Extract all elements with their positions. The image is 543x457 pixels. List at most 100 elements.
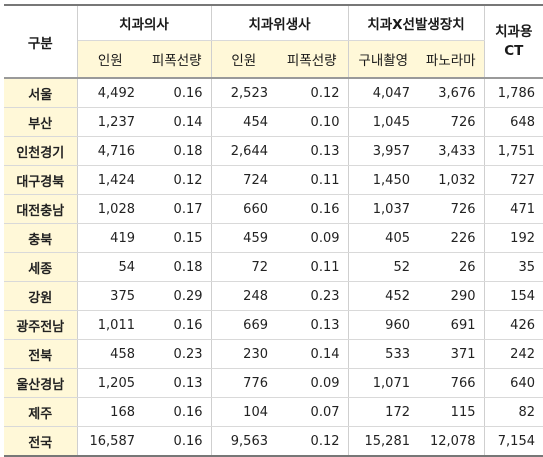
- value-cell: 0.13: [276, 310, 348, 340]
- value-cell: 226: [418, 223, 484, 253]
- value-cell: 9,563: [210, 426, 276, 457]
- value-cell: 471: [483, 194, 543, 224]
- value-cell: 669: [210, 310, 276, 340]
- table-row: 전국 16,587 0.16 9,563 0.12 15,281 12,078 7,154: [4, 426, 543, 457]
- value-cell: 115: [418, 397, 484, 427]
- value-cell: 3,433: [418, 136, 484, 166]
- value-cell: 0.10: [276, 107, 348, 137]
- table-row: 울산경남 1,205 0.13 776 0.09 1,071 766 640: [4, 368, 543, 398]
- group-header-hygienist: 치과위생사: [210, 5, 348, 41]
- value-cell: 0.11: [276, 165, 348, 195]
- value-cell: 1,450: [347, 165, 418, 195]
- table-row: 서울 4,492 0.16 2,523 0.12 4,047 3,676 1,786: [4, 78, 543, 108]
- table-row: 부산 1,237 0.14 454 0.10 1,045 726 648: [4, 107, 543, 137]
- group-header-dentist: 치과의사: [77, 5, 211, 41]
- radiation-table-container: 구분 치과의사 치과위생사 치과X선발생장치 치과용 CT 인원 피폭선량 인원…: [4, 4, 543, 457]
- value-cell: 35: [483, 252, 543, 282]
- value-cell: 0.18: [143, 136, 211, 166]
- table-row: 대구경북 1,424 0.12 724 0.11 1,450 1,032 727: [4, 165, 543, 195]
- value-cell: 459: [210, 223, 276, 253]
- value-cell: 192: [483, 223, 543, 253]
- value-cell: 726: [418, 107, 484, 137]
- value-cell: 640: [483, 368, 543, 398]
- value-cell: 648: [483, 107, 543, 137]
- value-cell: 104: [210, 397, 276, 427]
- value-cell: 7,154: [483, 426, 543, 457]
- region-cell: 광주전남: [4, 310, 78, 340]
- value-cell: 0.16: [143, 310, 211, 340]
- value-cell: 0.16: [143, 397, 211, 427]
- value-cell: 1,011: [77, 310, 143, 340]
- value-cell: 16,587: [77, 426, 143, 457]
- subheader-intraoral: 구내촬영: [347, 40, 418, 79]
- value-cell: 0.14: [276, 339, 348, 369]
- value-cell: 3,957: [347, 136, 418, 166]
- table-row: 광주전남 1,011 0.16 669 0.13 960 691 426: [4, 310, 543, 340]
- table-body: 서울 4,492 0.16 2,523 0.12 4,047 3,676 1,786 부산 1,2…: [4, 78, 543, 457]
- value-cell: 154: [483, 281, 543, 311]
- table-row: 세종 54 0.18 72 0.11 52 26 35: [4, 252, 543, 282]
- value-cell: 0.13: [276, 136, 348, 166]
- radiation-exposure-table: 구분 치과의사 치과위생사 치과X선발생장치 치과용 CT 인원 피폭선량 인원…: [4, 4, 543, 457]
- region-cell: 전국: [4, 426, 78, 457]
- value-cell: 15,281: [347, 426, 418, 457]
- table-row: 전북 458 0.23 230 0.14 533 371 242: [4, 339, 543, 369]
- region-cell: 강원: [4, 281, 78, 311]
- region-cell: 대전충남: [4, 194, 78, 224]
- value-cell: 1,028: [77, 194, 143, 224]
- header-row-groups: 구분 치과의사 치과위생사 치과X선발생장치 치과용 CT: [4, 5, 543, 79]
- value-cell: 1,045: [347, 107, 418, 137]
- value-cell: 4,047: [347, 78, 418, 108]
- value-cell: 660: [210, 194, 276, 224]
- subheader-hygienist-count: 인원: [210, 40, 276, 79]
- value-cell: 0.12: [276, 426, 348, 457]
- header-row-subcolumns: 인원 피폭선량 인원 피폭선량 구내촬영 파노라마: [4, 40, 543, 79]
- value-cell: 375: [77, 281, 143, 311]
- value-cell: 2,644: [210, 136, 276, 166]
- table-row: 충북 419 0.15 459 0.09 405 226 192: [4, 223, 543, 253]
- table-row: 대전충남 1,028 0.17 660 0.16 1,037 726 471: [4, 194, 543, 224]
- value-cell: 4,716: [77, 136, 143, 166]
- value-cell: 1,424: [77, 165, 143, 195]
- value-cell: 1,032: [418, 165, 484, 195]
- value-cell: 52: [347, 252, 418, 282]
- region-cell: 전북: [4, 339, 78, 369]
- region-cell: 대구경북: [4, 165, 78, 195]
- subheader-dentist-count: 인원: [77, 40, 143, 79]
- region-cell: 충북: [4, 223, 78, 253]
- region-cell: 부산: [4, 107, 78, 137]
- value-cell: 12,078: [418, 426, 484, 457]
- value-cell: 726: [418, 194, 484, 224]
- value-cell: 0.18: [143, 252, 211, 282]
- value-cell: 72: [210, 252, 276, 282]
- value-cell: 766: [418, 368, 484, 398]
- value-cell: 1,205: [77, 368, 143, 398]
- value-cell: 1,237: [77, 107, 143, 137]
- value-cell: 1,037: [347, 194, 418, 224]
- value-cell: 1,751: [483, 136, 543, 166]
- value-cell: 0.16: [276, 194, 348, 224]
- value-cell: 776: [210, 368, 276, 398]
- value-cell: 371: [418, 339, 484, 369]
- table-row: 인천경기 4,716 0.18 2,644 0.13 3,957 3,433 1,751: [4, 136, 543, 166]
- value-cell: 0.13: [143, 368, 211, 398]
- value-cell: 0.14: [143, 107, 211, 137]
- subheader-dentist-dose: 피폭선량: [143, 40, 211, 79]
- value-cell: 172: [347, 397, 418, 427]
- region-cell: 인천경기: [4, 136, 78, 166]
- value-cell: 0.11: [276, 252, 348, 282]
- value-cell: 452: [347, 281, 418, 311]
- value-cell: 533: [347, 339, 418, 369]
- value-cell: 242: [483, 339, 543, 369]
- value-cell: 26: [418, 252, 484, 282]
- value-cell: 727: [483, 165, 543, 195]
- value-cell: 0.07: [276, 397, 348, 427]
- region-header: 구분: [4, 5, 78, 79]
- value-cell: 0.23: [143, 339, 211, 369]
- value-cell: 0.15: [143, 223, 211, 253]
- subheader-hygienist-dose: 피폭선량: [276, 40, 348, 79]
- region-cell: 제주: [4, 397, 78, 427]
- region-cell: 울산경남: [4, 368, 78, 398]
- value-cell: 0.23: [276, 281, 348, 311]
- value-cell: 426: [483, 310, 543, 340]
